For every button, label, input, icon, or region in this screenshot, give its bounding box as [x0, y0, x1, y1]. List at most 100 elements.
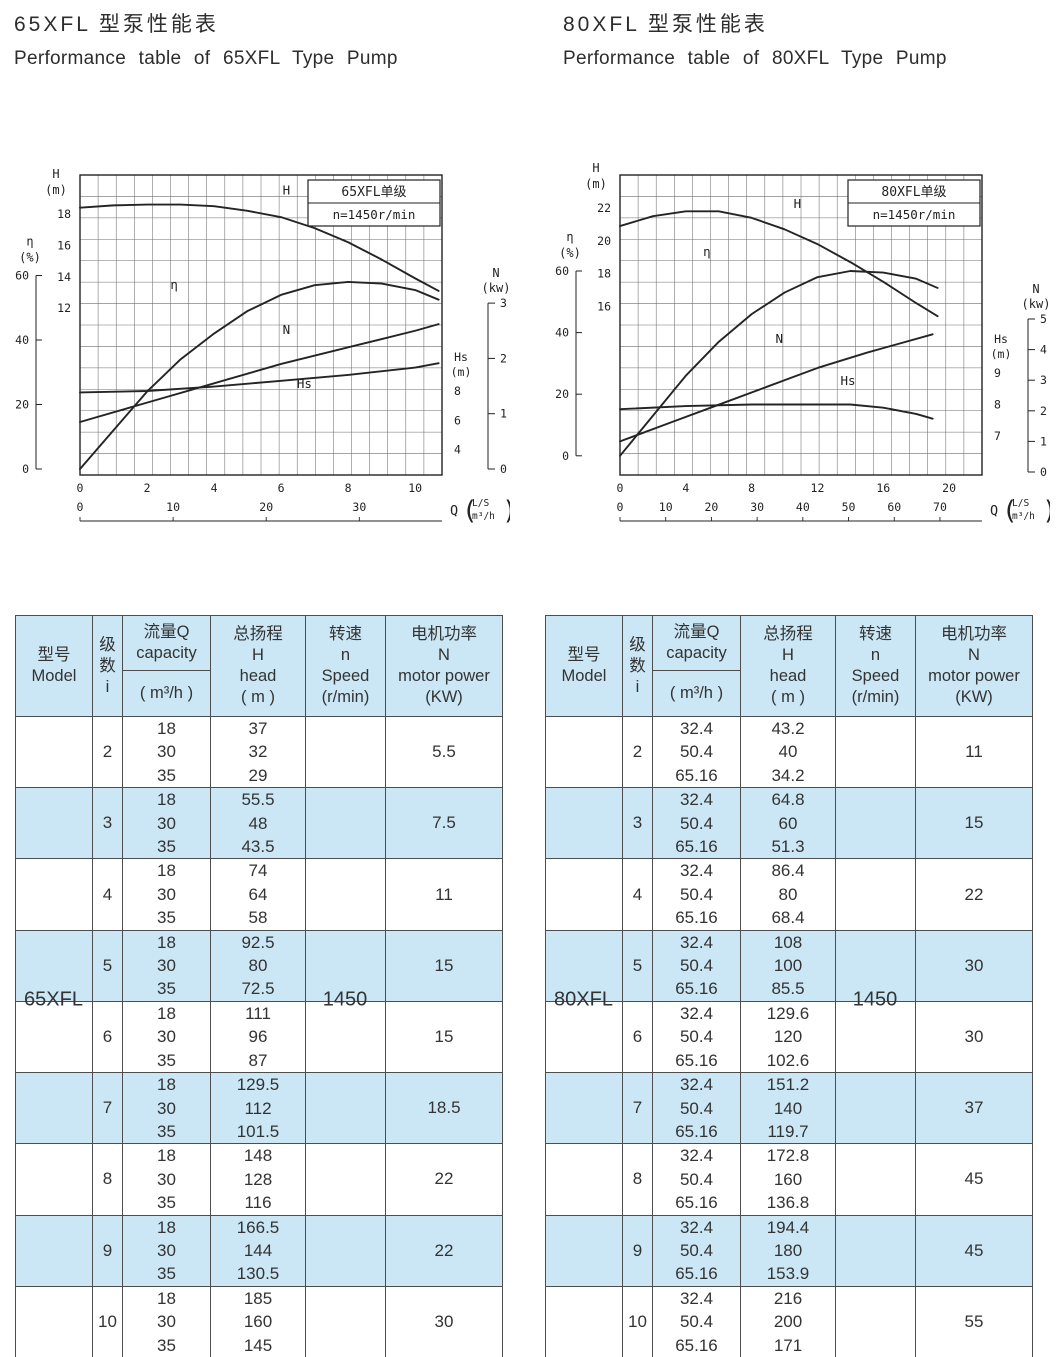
speed-col-cell [305, 1143, 386, 1216]
stage-row: 7 18 30 35 129.5 112 101.5 18.5 [15, 1072, 503, 1145]
axis-Hs: Hs(m) 9 8 7 [991, 332, 1012, 443]
stage-row: 4 32.4 50.4 65.16 86.4 80 68.4 22 [545, 858, 1033, 931]
capacity-values-cell: 18 30 35 [122, 858, 211, 931]
motor-power-cell: 22 [915, 858, 1033, 931]
head-values-cell: 172.8 160 136.8 [740, 1143, 836, 1216]
svg-text:0: 0 [77, 500, 84, 514]
capacity-values-cell: 32.4 50.4 65.16 [652, 1143, 741, 1216]
head-values-cell: 64.8 60 51.3 [740, 787, 836, 860]
left-title-en: Performance table of 65XFL Type Pump [14, 48, 398, 69]
stage-count-cell: 5 [622, 929, 653, 1002]
capacity-values-cell: 18 30 35 [122, 1214, 211, 1287]
speed-col-cell [835, 1285, 916, 1357]
model-col-cell [15, 1214, 93, 1287]
series-N: N [79, 322, 440, 423]
svg-text:(kw): (kw) [1022, 297, 1050, 311]
stage-count-cell: 4 [92, 858, 123, 931]
capacity-values-cell: 18 30 35 [122, 1143, 211, 1216]
axis-N: N(kw)3 2 1 0 [482, 266, 510, 476]
performance-chart-80xfl: H(m)22201816η(%)6040200Hs(m)987N(kw)5432… [555, 161, 1050, 526]
svg-text:H: H [794, 196, 802, 211]
model-col-cell [545, 715, 623, 789]
head-values-cell: 55.5 48 43.5 [210, 787, 306, 860]
header-power: 电机功率 N motor power (KW) [385, 615, 503, 717]
svg-text:20: 20 [704, 500, 718, 514]
stage-row: 2 18 30 35 37 32 29 5.5 [15, 715, 503, 789]
capacity-values-cell: 32.4 50.4 65.16 [652, 1285, 741, 1357]
svg-text:3: 3 [1040, 373, 1047, 387]
stage-count-cell: 6 [92, 1000, 123, 1074]
svg-text:L/S: L/S [1012, 498, 1029, 509]
speed-col-cell [305, 1285, 386, 1357]
motor-power-cell: 30 [915, 929, 1033, 1002]
head-values-cell: 37 32 29 [210, 715, 306, 789]
svg-text:18: 18 [597, 267, 611, 281]
stage-row: 5 32.4 50.4 65.16 108 100 85.5 30 [545, 929, 1033, 1002]
model-label: 65XFL [24, 988, 83, 1011]
svg-text:4: 4 [682, 481, 689, 495]
svg-text:20: 20 [259, 500, 273, 514]
svg-text:N: N [283, 322, 291, 337]
svg-text:Hs: Hs [994, 332, 1008, 346]
head-values-cell: 148 128 116 [210, 1143, 306, 1216]
motor-power-cell: 5.5 [385, 715, 503, 789]
capacity-values-cell: 18 30 35 [122, 1285, 211, 1357]
model-col-cell [545, 787, 623, 860]
model-col-cell [15, 787, 93, 860]
capacity-values-cell: 18 30 35 [122, 1000, 211, 1074]
svg-text:2: 2 [500, 351, 507, 365]
svg-text:50: 50 [842, 500, 856, 514]
header-speed: 转速 n Speed (r/min) [305, 615, 386, 717]
head-values-cell: 194.4 180 153.9 [740, 1214, 836, 1287]
model-col-cell [15, 1000, 93, 1074]
svg-text:Hs: Hs [454, 350, 468, 364]
model-label: 80XFL [554, 988, 613, 1011]
svg-text:N: N [776, 331, 784, 346]
header-model: 型号 Model [15, 615, 93, 717]
speed-col-cell [305, 858, 386, 931]
svg-text:4: 4 [1040, 343, 1047, 357]
legend-box: 65XFL单级 n=1450r/min [307, 179, 441, 227]
capacity-values-cell: 32.4 50.4 65.16 [652, 1072, 741, 1145]
stage-row: 3 18 30 35 55.5 48 43.5 7.5 [15, 787, 503, 860]
model-col-cell [545, 1072, 623, 1145]
motor-power-cell: 22 [385, 1214, 503, 1287]
right-title-block: 80XFL 型泵性能表 Performance table of 80XFL T… [563, 8, 947, 70]
svg-text:20: 20 [555, 387, 569, 401]
svg-text:(%): (%) [559, 246, 581, 260]
svg-text:(m): (m) [45, 183, 67, 197]
svg-text:16: 16 [597, 299, 611, 313]
svg-text:η: η [26, 235, 33, 249]
svg-text:H: H [592, 161, 599, 175]
motor-power-cell: 15 [385, 929, 503, 1002]
svg-text:n=1450r/min: n=1450r/min [333, 207, 416, 222]
speed-col-cell [305, 1214, 386, 1287]
axis-H: H (m) 22 20 18 16 [585, 161, 611, 313]
speed-col-cell [305, 1000, 386, 1074]
series-N: N [619, 331, 934, 443]
svg-text:1: 1 [500, 407, 507, 421]
stage-count-cell: 7 [622, 1072, 653, 1145]
svg-text:10: 10 [166, 500, 180, 514]
svg-text:Hs: Hs [297, 376, 312, 391]
stage-row: 10 18 30 35 185 160 145 30 [15, 1285, 503, 1357]
capacity-values-cell: 32.4 50.4 65.16 [652, 1214, 741, 1287]
head-values-cell: 92.5 80 72.5 [210, 929, 306, 1002]
svg-text:6: 6 [454, 413, 461, 427]
axis-eta: η (%) 60 40 20 0 [555, 230, 582, 463]
svg-text:40: 40 [555, 326, 569, 340]
svg-text:0: 0 [1040, 465, 1047, 479]
axis-eta: η (%) 60 40 20 0 [15, 235, 42, 476]
stage-row: 6 32.4 50.4 65.16 129.6 120 102.6 30 [545, 1000, 1033, 1074]
capacity-values-cell: 32.4 50.4 65.16 [652, 787, 741, 860]
series-H: H [619, 196, 939, 318]
svg-text:12: 12 [811, 481, 825, 495]
svg-text:22: 22 [597, 201, 611, 215]
capacity-values-cell: 32.4 50.4 65.16 [652, 929, 741, 1002]
svg-text:2: 2 [1040, 404, 1047, 418]
head-values-cell: 151.2 140 119.7 [740, 1072, 836, 1145]
svg-text:Q: Q [990, 503, 998, 519]
series-Hs: Hs [619, 373, 934, 420]
stage-count-cell: 3 [622, 787, 653, 860]
speed-col-cell [835, 1000, 916, 1074]
